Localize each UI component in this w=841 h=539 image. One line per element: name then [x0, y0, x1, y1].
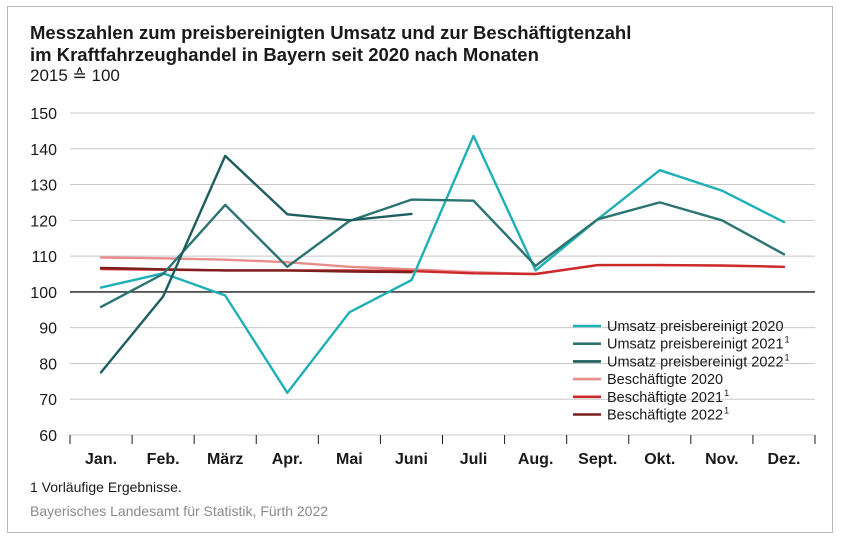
x-tick-label: Apr. [272, 451, 303, 468]
y-tick-label: 110 [31, 249, 57, 266]
x-tick-label: März [207, 451, 243, 468]
x-tick-label: Mai [336, 451, 363, 468]
chart-title-line-1: Messzahlen zum preisbereinigten Umsatz u… [30, 22, 632, 43]
chart-frame [7, 6, 833, 533]
x-tick-label: Sept. [578, 451, 617, 468]
series-line-umsatz-preisbereinigt-2020 [99, 134, 786, 394]
chart-title-line-2: im Kraftfahrzeughandel in Bayern seit 20… [30, 44, 539, 65]
legend-footnote-marker: 1 [785, 352, 790, 362]
y-tick-label: 80 [39, 356, 57, 373]
y-axis-ticks: 60 70 80 90 100 110 120 130 140 150 [30, 106, 57, 445]
chart-title: Messzahlen zum preisbereinigten Umsatz u… [30, 22, 631, 66]
legend-footnote-marker: 1 [785, 335, 790, 345]
legend-label: Umsatz preisbereinigt 2020 [607, 319, 784, 335]
y-tick-label: 90 [39, 321, 57, 338]
x-tick-label: Dez. [768, 451, 801, 468]
chart-unit: 2015 ≙ 100 [30, 66, 120, 85]
legend-label: Umsatz preisbereinigt 20221 [607, 352, 790, 370]
y-tick-label: 140 [30, 142, 57, 159]
y-tick-label: 60 [39, 428, 57, 445]
x-tick-label: Aug. [518, 451, 554, 468]
legend-label: Beschäftigte 20221 [607, 406, 729, 424]
grid [70, 112, 815, 436]
x-tick-label: Nov. [705, 451, 738, 468]
y-tick-label: 100 [30, 285, 57, 302]
source: Bayerisches Landesamt für Statistik, Für… [30, 503, 329, 519]
series-line-beschaeftigte-2022 [99, 266, 413, 274]
y-tick-label: 150 [30, 106, 57, 123]
y-tick-label: 70 [39, 392, 57, 409]
footnote: 1 Vorläufige Ergebnisse. [30, 479, 182, 495]
x-axis-ticks: Jan. Feb. März Apr. Mai Juni Juli Aug. Sept. Okt.… [69, 435, 816, 468]
series-line-umsatz-preisbereinigt-2021 [99, 198, 786, 309]
legend-label: Beschäftigte 2020 [607, 372, 723, 388]
legend-footnote-marker: 1 [724, 406, 729, 416]
x-tick-label: Feb. [147, 451, 180, 468]
series-lines [99, 134, 786, 394]
x-tick-label: Juni [395, 451, 428, 468]
y-tick-label: 120 [30, 213, 57, 230]
legend-label: Beschäftigte 20211 [607, 388, 729, 406]
series-line-umsatz-preisbereinigt-2022 [99, 154, 413, 374]
legend-label: Umsatz preisbereinigt 20211 [607, 335, 790, 353]
legend-footnote-marker: 1 [724, 388, 729, 398]
x-tick-label: Jan. [85, 451, 117, 468]
x-tick-label: Okt. [644, 451, 675, 468]
y-tick-label: 130 [30, 178, 57, 195]
x-tick-label: Juli [460, 451, 488, 468]
